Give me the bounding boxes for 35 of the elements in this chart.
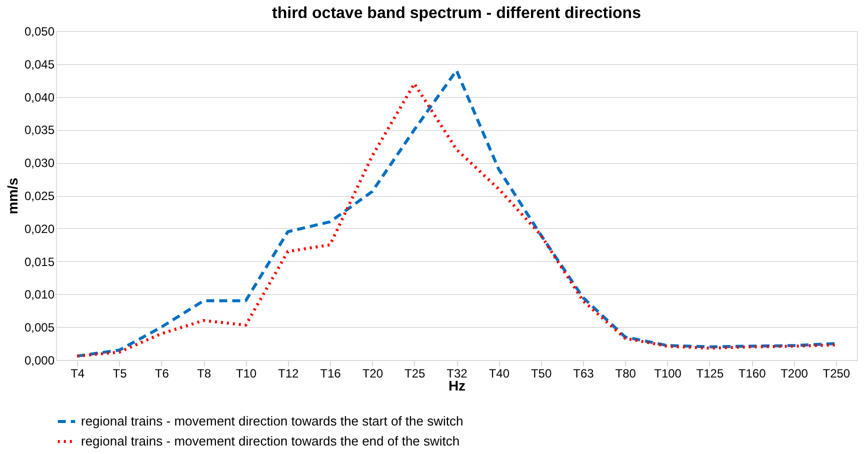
y-tick-label: 0,005 xyxy=(24,320,55,335)
legend-label: regional trains - movement direction towards the start of the switch xyxy=(81,414,464,428)
x-tick-label: T10 xyxy=(236,366,257,380)
x-tick-label: T20 xyxy=(362,366,384,380)
y-tick-label: 0,020 xyxy=(24,222,55,236)
legend-label: regional trains - movement direction towards the end of the switch xyxy=(81,434,460,448)
x-tick-label: T8 xyxy=(197,366,212,380)
x-tick-label: T16 xyxy=(320,366,342,380)
y-tick-label: 0,010 xyxy=(24,288,55,302)
x-tick-label: T160 xyxy=(738,366,766,380)
y-tick-label: 0,000 xyxy=(24,354,55,368)
x-tick-label: T200 xyxy=(780,366,808,380)
x-tick-label: T5 xyxy=(112,366,128,380)
x-tick-label: T50 xyxy=(530,366,552,380)
x-tick-label: T25 xyxy=(404,366,426,380)
x-tick-label: T12 xyxy=(278,366,300,380)
x-tick-label: T63 xyxy=(573,366,594,380)
x-tick-label: T6 xyxy=(154,366,170,380)
y-tick-label: 0,035 xyxy=(24,123,55,138)
x-tick-label: T80 xyxy=(615,366,636,380)
y-tick-label: 0,025 xyxy=(24,189,55,203)
x-axis-title: Hz xyxy=(448,378,466,394)
x-tick-label: T4 xyxy=(70,366,85,380)
x-tick-label: T32 xyxy=(446,366,468,380)
y-tick-label: 0,045 xyxy=(24,57,55,72)
y-tick-label: 0,030 xyxy=(24,156,55,170)
x-tick-label: T125 xyxy=(696,366,724,380)
x-tick-label: T100 xyxy=(654,366,682,380)
y-tick-label: 0,040 xyxy=(24,90,55,104)
x-tick-label: T40 xyxy=(488,366,510,380)
y-axis-title: mm/s xyxy=(4,178,20,214)
y-tick-label: 0,015 xyxy=(24,254,55,269)
chart-title: third octave band spectrum - different directions xyxy=(272,5,642,22)
x-tick-label: T250 xyxy=(822,366,850,380)
y-tick-label: 0,050 xyxy=(24,24,55,38)
